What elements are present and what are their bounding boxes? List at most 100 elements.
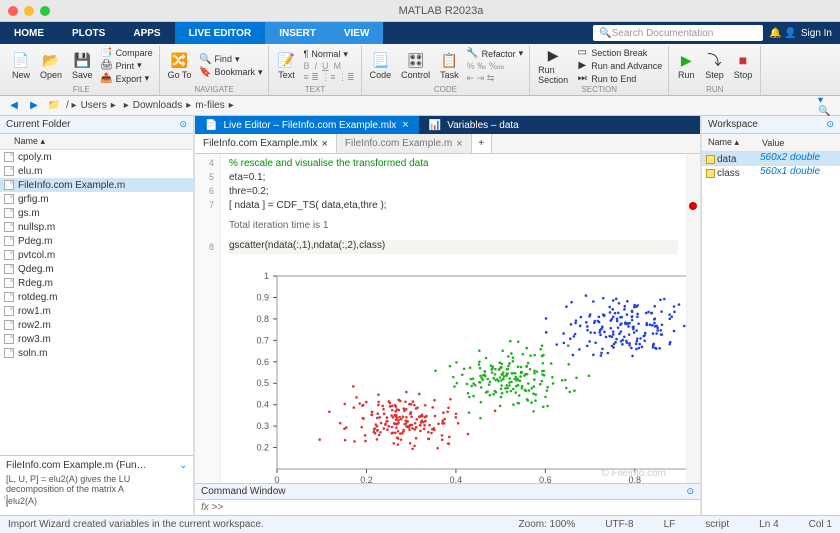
svg-text:0.6: 0.6 [256, 357, 269, 367]
signin-button[interactable]: 🔔 👤 Sign In [769, 28, 832, 39]
current-folder-header: Current Folder⊙ [0, 116, 193, 134]
workspace-var[interactable]: class560x1 double [702, 166, 840, 180]
tab-view[interactable]: VIEW [330, 22, 384, 44]
forward-icon[interactable]: ▶ [26, 98, 42, 114]
file-item[interactable]: Pdeg.m [0, 234, 193, 248]
workspace-var[interactable]: data560x2 double [702, 152, 840, 166]
file-item[interactable]: FileInfo.com Example.m [0, 178, 193, 192]
close-window-icon[interactable] [8, 6, 18, 16]
path-seg[interactable]: Downloads [133, 100, 182, 111]
editor-title-vars[interactable]: 📊 Variables – data [419, 116, 529, 134]
file-item[interactable]: row1.m [0, 304, 193, 318]
task-button[interactable]: 📋Task [438, 51, 461, 80]
filetab-active[interactable]: FileInfo.com Example.mlx × [195, 134, 337, 153]
collapse-icon[interactable]: ⊙ [826, 119, 834, 130]
tab-live-editor[interactable]: LIVE EDITOR [175, 22, 266, 44]
text-format[interactable]: B I U M [303, 61, 354, 71]
text-button[interactable]: 📝Text [275, 51, 297, 80]
run-advance-button[interactable]: ▶Run and Advance [576, 60, 662, 72]
file-icon [4, 250, 14, 260]
path-sep: ▸ [186, 100, 191, 111]
tab-home[interactable]: HOME [0, 22, 58, 44]
file-item[interactable]: grfig.m [0, 192, 193, 206]
file-item[interactable]: row2.m [0, 318, 193, 332]
code-button[interactable]: 📃Code [368, 51, 394, 80]
file-item[interactable]: cpoly.m [0, 150, 193, 164]
compare-button[interactable]: 📑Compare [101, 47, 153, 59]
open-button[interactable]: 📂Open [38, 51, 64, 80]
goto-button[interactable]: 🔀Go To [166, 51, 194, 80]
search-input[interactable]: 🔍 Search Documentation [593, 25, 763, 41]
error-marker-icon[interactable] [689, 202, 697, 210]
indent-buttons[interactable]: ⇤ ⇥ ⇆ [467, 73, 524, 84]
var-icon [706, 155, 715, 164]
error-strip [686, 154, 700, 483]
command-prompt[interactable]: fx >> [195, 500, 700, 515]
save-button[interactable]: 💾Save [70, 51, 95, 80]
stop-button[interactable]: ■Stop [732, 51, 755, 80]
file-item[interactable]: soln.m [0, 346, 193, 360]
svg-text:0.2: 0.2 [256, 443, 269, 453]
file-item[interactable]: Rdeg.m [0, 276, 193, 290]
main-tabs: HOME PLOTS APPS LIVE EDITOR INSERT VIEW … [0, 22, 840, 44]
refactor-button[interactable]: 🔧Refactor ▾ [467, 48, 524, 60]
style-normal[interactable]: ¶ Normal ▾ [303, 49, 354, 60]
file-item[interactable]: pvtcol.m [0, 248, 193, 262]
file-icon [4, 222, 14, 232]
svg-text:0.3: 0.3 [256, 421, 269, 431]
minimize-window-icon[interactable] [24, 6, 34, 16]
control-button[interactable]: 🎛Control [399, 51, 432, 80]
workspace-pane: Workspace⊙ Name ▴ Value data560x2 double… [700, 116, 840, 515]
file-icon [4, 348, 14, 358]
code-area[interactable]: % rescale and visualise the transformed … [221, 154, 686, 483]
export-button[interactable]: 📤Export ▾ [101, 73, 153, 85]
collapse-icon[interactable]: ⊙ [179, 119, 187, 130]
run-section-button[interactable]: ▶Run Section [536, 46, 570, 85]
function-icon [6, 495, 8, 507]
text-list[interactable]: ≡ ≣ ⋮≡ ⋮≣ [303, 72, 354, 83]
file-item[interactable]: elu.m [0, 164, 193, 178]
step-button[interactable]: ⤵Step [703, 51, 726, 80]
file-item[interactable]: Qdeg.m [0, 262, 193, 276]
close-icon[interactable]: × [456, 138, 462, 150]
back-icon[interactable]: ◀ [6, 98, 22, 114]
ws-col-name[interactable]: Name ▴ [702, 134, 756, 151]
file-item[interactable]: gs.m [0, 206, 193, 220]
bookmark-button[interactable]: 🔖Bookmark ▾ [199, 66, 262, 78]
collapse-icon[interactable]: ⊙ [686, 486, 694, 497]
svg-text:1: 1 [264, 271, 269, 281]
file-item[interactable]: rotdeg.m [0, 290, 193, 304]
run-button[interactable]: ▶Run [675, 51, 697, 80]
find-button[interactable]: 🔍Find ▾ [199, 53, 262, 65]
file-item[interactable]: nullsp.m [0, 220, 193, 234]
run-end-button[interactable]: ⏭Run to End [576, 73, 662, 85]
path-seg[interactable]: Users [81, 100, 107, 111]
file-col-header[interactable]: Name ▴ [0, 134, 193, 150]
file-item[interactable]: row3.m [0, 332, 193, 346]
folder-icon[interactable]: 📁 [46, 98, 62, 114]
path-seg[interactable]: m-files [195, 100, 224, 111]
tab-insert[interactable]: INSERT [265, 22, 330, 44]
workspace-cols: Name ▴ Value [702, 134, 840, 152]
svg-text:0: 0 [274, 475, 279, 483]
close-icon[interactable]: × [321, 138, 327, 150]
status-zoom[interactable]: Zoom: 100% [519, 519, 576, 530]
section-break-button[interactable]: ▭Section Break [576, 47, 662, 59]
filetab-add[interactable]: + [472, 134, 492, 153]
tab-apps[interactable]: APPS [119, 22, 174, 44]
details-collapse-icon[interactable]: ⌄ [179, 460, 187, 471]
editor-title-active[interactable]: 📄 Live Editor – FileInfo.com Example.mlx… [195, 116, 419, 134]
main-panes: Current Folder⊙ Name ▴ cpoly.melu.mFileI… [0, 116, 840, 515]
file-list: cpoly.melu.mFileInfo.com Example.mgrfig.… [0, 150, 193, 455]
new-button[interactable]: 📄New [10, 51, 32, 80]
maximize-window-icon[interactable] [40, 6, 50, 16]
comment-buttons[interactable]: % ‰ ‱ [467, 61, 524, 72]
close-icon[interactable]: × [402, 119, 408, 131]
ws-col-value[interactable]: Value [756, 134, 790, 151]
tab-plots[interactable]: PLOTS [58, 22, 119, 44]
print-button[interactable]: 🖨Print ▾ [101, 60, 153, 72]
workspace-header: Workspace⊙ [702, 116, 840, 134]
search-path-icon[interactable]: ▾ 🔍 [818, 98, 834, 114]
filetab-inactive[interactable]: FileInfo.com Example.m × [337, 134, 472, 153]
window-controls [8, 6, 50, 16]
